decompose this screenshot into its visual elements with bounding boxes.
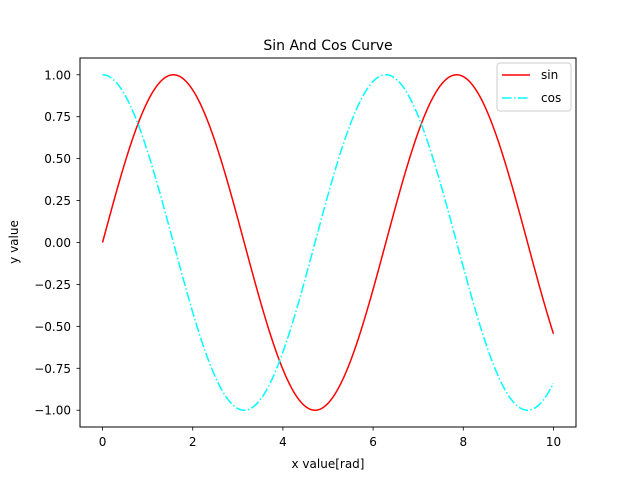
y-axis-ticks: 1.00 0.75 0.50 0.25 0.00 −0.25 −0.50 −0.75 −1.00 [34, 68, 80, 418]
y-tick-label: 1.00 [44, 68, 71, 82]
legend-label-sin: sin [541, 68, 558, 82]
chart-title: Sin And Cos Curve [263, 38, 392, 54]
y-tick-label: 0.50 [44, 152, 71, 166]
x-tick-label: 2 [189, 435, 197, 449]
plot-area: 0 2 4 6 8 10 1.00 0.75 0.50 0.25 0.00 −0.25 −0.50 −0… [34, 57, 577, 449]
y-tick-label: −0.25 [34, 278, 71, 292]
series-line-sin [101, 74, 555, 411]
x-axis-ticks: 0 2 4 6 8 10 [99, 427, 561, 449]
y-tick-label: −0.75 [34, 362, 71, 376]
legend: sin cos [496, 62, 572, 112]
x-tick-label: 6 [369, 435, 377, 449]
legend-label-cos: cos [541, 91, 561, 105]
x-axis-label: x value[rad] [292, 457, 365, 471]
x-tick-label: 10 [546, 435, 561, 449]
y-tick-label: 0.00 [44, 236, 71, 250]
y-tick-label: 0.25 [44, 194, 71, 208]
series-line-cos [102, 74, 555, 411]
y-tick-label: −0.50 [34, 320, 71, 334]
x-tick-label: 4 [279, 435, 287, 449]
y-tick-label: 0.75 [44, 110, 71, 124]
y-tick-label: −1.00 [34, 404, 71, 418]
x-tick-label: 0 [99, 435, 107, 449]
plot-background [80, 58, 576, 427]
series-lines [101, 74, 555, 411]
x-tick-label: 8 [459, 435, 467, 449]
y-axis-label: y value [7, 220, 21, 264]
